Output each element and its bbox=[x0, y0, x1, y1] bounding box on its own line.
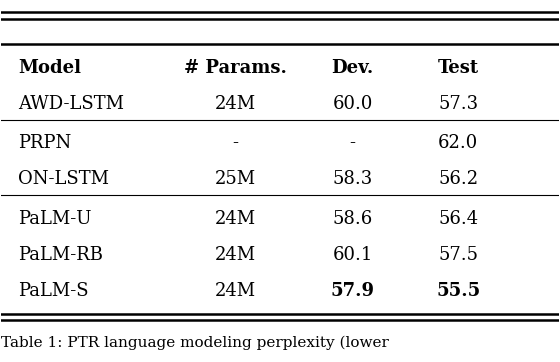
Text: PaLM-S: PaLM-S bbox=[18, 282, 88, 300]
Text: 24M: 24M bbox=[215, 246, 256, 264]
Text: 57.9: 57.9 bbox=[330, 282, 375, 300]
Text: Dev.: Dev. bbox=[332, 59, 374, 77]
Text: Table 1: PTR language modeling perplexity (lower: Table 1: PTR language modeling perplexit… bbox=[1, 336, 389, 350]
Text: 56.2: 56.2 bbox=[438, 170, 478, 188]
Text: # Params.: # Params. bbox=[184, 59, 287, 77]
Text: -: - bbox=[349, 134, 356, 152]
Text: 60.0: 60.0 bbox=[332, 95, 372, 113]
Text: -: - bbox=[232, 134, 239, 152]
Text: 58.6: 58.6 bbox=[332, 210, 372, 228]
Text: PaLM-U: PaLM-U bbox=[18, 210, 92, 228]
Text: PaLM-RB: PaLM-RB bbox=[18, 246, 103, 264]
Text: PRPN: PRPN bbox=[18, 134, 71, 152]
Text: 55.5: 55.5 bbox=[436, 282, 480, 300]
Text: 24M: 24M bbox=[215, 282, 256, 300]
Text: 58.3: 58.3 bbox=[332, 170, 372, 188]
Text: 24M: 24M bbox=[215, 95, 256, 113]
Text: Test: Test bbox=[438, 59, 479, 77]
Text: 57.5: 57.5 bbox=[438, 246, 478, 264]
Text: 62.0: 62.0 bbox=[438, 134, 478, 152]
Text: AWD-LSTM: AWD-LSTM bbox=[18, 95, 124, 113]
Text: 56.4: 56.4 bbox=[438, 210, 478, 228]
Text: 57.3: 57.3 bbox=[438, 95, 478, 113]
Text: Model: Model bbox=[18, 59, 81, 77]
Text: 25M: 25M bbox=[215, 170, 256, 188]
Text: 24M: 24M bbox=[215, 210, 256, 228]
Text: 60.1: 60.1 bbox=[332, 246, 372, 264]
Text: ON-LSTM: ON-LSTM bbox=[18, 170, 109, 188]
